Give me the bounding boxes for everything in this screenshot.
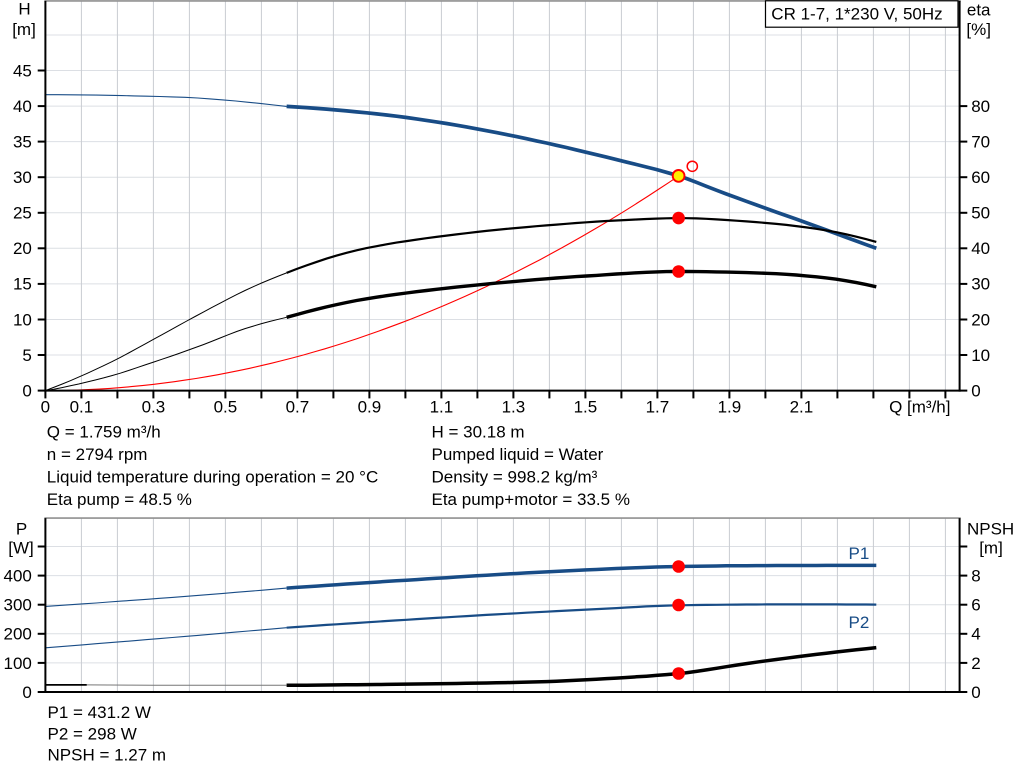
svg-text:15: 15 <box>13 275 32 294</box>
svg-text:P1: P1 <box>849 544 870 563</box>
svg-text:[%]: [%] <box>966 20 991 39</box>
svg-text:0.1: 0.1 <box>70 397 94 416</box>
svg-text:2: 2 <box>971 654 980 673</box>
svg-text:60: 60 <box>971 168 990 187</box>
svg-text:CR 1-7, 1*230 V, 50Hz: CR 1-7, 1*230 V, 50Hz <box>771 5 942 24</box>
svg-text:eta: eta <box>967 0 991 19</box>
svg-text:45: 45 <box>13 61 32 80</box>
svg-text:Q [m³/h]: Q [m³/h] <box>889 397 950 416</box>
svg-text:n = 2794 rpm: n = 2794 rpm <box>47 445 148 464</box>
svg-text:1.5: 1.5 <box>574 397 598 416</box>
svg-text:Q = 1.759 m³/h: Q = 1.759 m³/h <box>47 422 161 441</box>
svg-text:0.3: 0.3 <box>142 397 166 416</box>
svg-text:400: 400 <box>4 567 32 586</box>
svg-text:5: 5 <box>22 346 31 365</box>
svg-text:10: 10 <box>13 310 32 329</box>
svg-text:NPSH: NPSH <box>967 519 1014 538</box>
svg-text:200: 200 <box>4 625 32 644</box>
svg-text:Pumped liquid = Water: Pumped liquid = Water <box>432 445 604 464</box>
svg-text:Liquid temperature during oper: Liquid temperature during operation = 20… <box>47 467 378 486</box>
svg-text:80: 80 <box>971 97 990 116</box>
svg-text:H = 30.18 m: H = 30.18 m <box>432 422 525 441</box>
svg-text:1.9: 1.9 <box>718 397 742 416</box>
svg-text:P1 = 431.2 W: P1 = 431.2 W <box>48 703 151 722</box>
svg-text:0: 0 <box>41 397 50 416</box>
svg-text:P2: P2 <box>849 613 870 632</box>
svg-text:50: 50 <box>971 204 990 223</box>
svg-text:25: 25 <box>13 204 32 223</box>
svg-text:8: 8 <box>971 567 980 586</box>
svg-text:1.3: 1.3 <box>502 397 526 416</box>
svg-text:0: 0 <box>22 683 31 702</box>
svg-text:20: 20 <box>971 310 990 329</box>
svg-text:300: 300 <box>4 596 32 615</box>
svg-text:1.7: 1.7 <box>646 397 670 416</box>
svg-text:100: 100 <box>4 654 32 673</box>
svg-text:[m]: [m] <box>12 20 36 39</box>
svg-text:10: 10 <box>971 346 990 365</box>
svg-text:NPSH = 1.27 m: NPSH = 1.27 m <box>48 746 167 765</box>
svg-text:P: P <box>16 519 27 538</box>
svg-text:70: 70 <box>971 132 990 151</box>
svg-text:[W]: [W] <box>8 539 34 558</box>
svg-text:0.7: 0.7 <box>286 397 310 416</box>
svg-text:Density = 998.2 kg/m³: Density = 998.2 kg/m³ <box>432 467 598 486</box>
svg-text:0.5: 0.5 <box>214 397 238 416</box>
svg-text:0: 0 <box>971 381 980 400</box>
svg-text:P2 = 298 W: P2 = 298 W <box>48 724 137 743</box>
svg-text:40: 40 <box>971 239 990 258</box>
svg-text:30: 30 <box>13 168 32 187</box>
svg-text:2.1: 2.1 <box>790 397 814 416</box>
svg-text:20: 20 <box>13 239 32 258</box>
svg-text:H: H <box>18 0 30 19</box>
svg-text:4: 4 <box>971 625 980 644</box>
svg-text:6: 6 <box>971 596 980 615</box>
svg-text:Eta pump+motor = 33.5 %: Eta pump+motor = 33.5 % <box>432 490 630 509</box>
svg-text:0: 0 <box>22 381 31 400</box>
svg-text:Eta pump = 48.5 %: Eta pump = 48.5 % <box>47 490 192 509</box>
svg-text:0: 0 <box>971 683 980 702</box>
svg-text:35: 35 <box>13 132 32 151</box>
svg-text:40: 40 <box>13 97 32 116</box>
svg-text:[m]: [m] <box>979 539 1003 558</box>
svg-text:30: 30 <box>971 275 990 294</box>
svg-text:1.1: 1.1 <box>430 397 454 416</box>
svg-text:0.9: 0.9 <box>358 397 382 416</box>
